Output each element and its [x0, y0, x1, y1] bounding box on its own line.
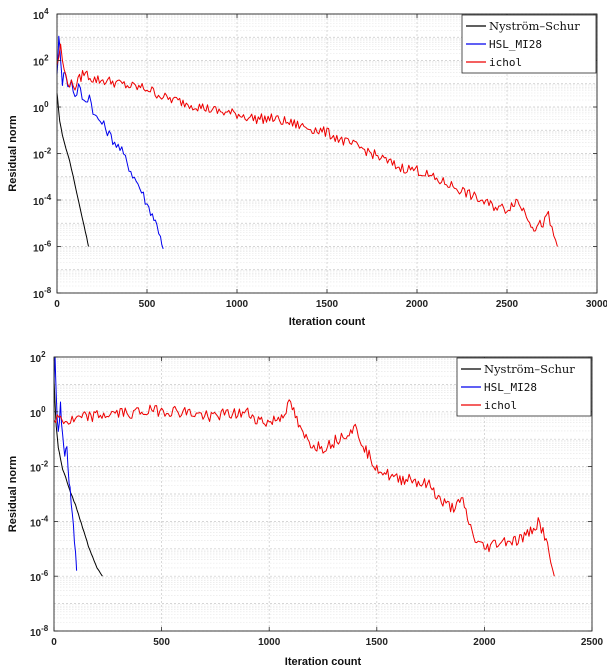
y-tick-label: 10-2 — [33, 147, 52, 162]
series-line-2 — [56, 43, 558, 247]
y-tick-label: 10-8 — [33, 286, 52, 301]
y-tick-label: 10-8 — [30, 624, 49, 639]
y-tick-label: 102 — [33, 54, 49, 69]
legend-entry: HSL_MI28 — [489, 38, 542, 51]
y-tick-label: 102 — [30, 350, 46, 365]
x-tick-label: 1500 — [366, 637, 389, 648]
x-tick-label: 1000 — [258, 637, 281, 648]
y-tick-label: 10-4 — [30, 514, 49, 529]
x-tick-label: 3000 — [586, 299, 607, 310]
x-axis-label: Iteration count — [289, 316, 366, 328]
y-tick-label: 100 — [30, 405, 46, 420]
axes-box — [53, 356, 593, 632]
series-line-1 — [53, 357, 78, 571]
chart-top: 0 500 1000 1500 2000 2500 3000 104 102 100 10-2 10-… — [7, 7, 607, 328]
x-tick-label: 0 — [51, 637, 57, 648]
legend-entry: HSL_MI28 — [484, 381, 537, 394]
x-tick-label: 2500 — [581, 637, 604, 648]
x-axis-label: Iteration count — [285, 656, 362, 668]
x-tick-label: 1500 — [316, 299, 339, 310]
y-tick-label: 10-2 — [30, 460, 49, 475]
y-tick-label: 10-4 — [33, 193, 52, 208]
x-tick-label: 2500 — [496, 299, 519, 310]
y-tick-label: 100 — [33, 100, 49, 115]
x-tick-label: 2000 — [406, 299, 429, 310]
y-tick-label: 10-6 — [30, 569, 49, 584]
chart-bottom: 0 500 1000 1500 2000 2500 102 100 10-2 10-4 10-6 10… — [7, 350, 604, 668]
series-line-0 — [56, 93, 89, 247]
series-line-0 — [53, 378, 103, 577]
legend-entry: ichol — [484, 399, 517, 412]
y-axis-label: Residual norm — [7, 456, 19, 533]
x-tick-label: 500 — [153, 637, 170, 648]
y-tick-label: 104 — [33, 7, 49, 22]
x-tick-label: 500 — [139, 299, 156, 310]
legend-entry: Nyström–Schur — [489, 19, 580, 33]
y-axis-label: Residual norm — [7, 115, 19, 192]
legend-entry: ichol — [489, 56, 522, 69]
x-tick-label: 0 — [54, 299, 60, 310]
series-line-2 — [53, 399, 555, 577]
x-tick-label: 1000 — [226, 299, 249, 310]
y-tick-label: 10-6 — [33, 240, 52, 255]
x-tick-label: 2000 — [473, 637, 496, 648]
legend-entry: Nyström–Schur — [484, 362, 575, 376]
